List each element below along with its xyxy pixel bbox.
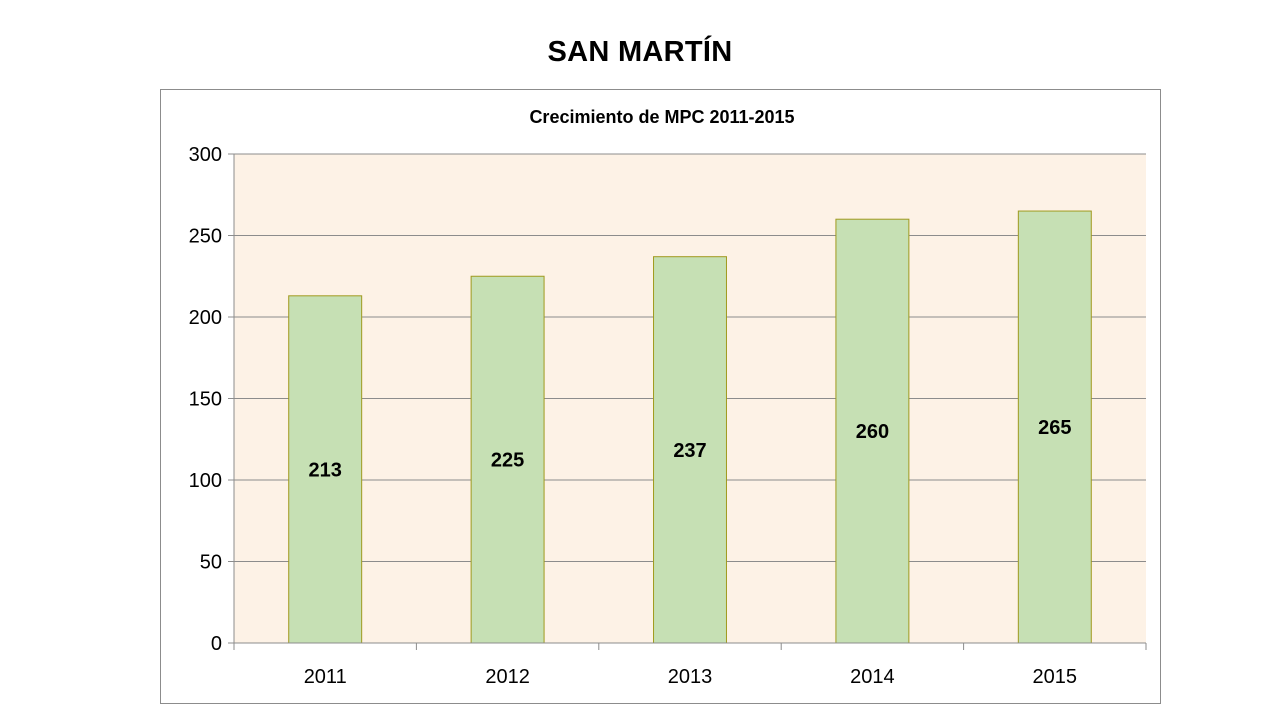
chart-title: Crecimiento de MPC 2011-2015 [529,107,794,127]
data-label: 265 [1038,417,1071,439]
y-tick-label: 200 [189,307,222,329]
data-label: 260 [856,421,889,443]
data-labels: 213 225 237 260 265 [309,417,1072,481]
x-tick-label: 2014 [850,666,895,688]
x-tick-label: 2015 [1033,666,1078,688]
x-tick-label: 2013 [668,666,713,688]
bar-2011 [288,295,363,644]
y-tick-label: 0 [211,633,222,655]
bar-2014 [835,218,910,644]
x-tick-label: 2011 [304,666,347,688]
y-tick-label: 50 [200,552,222,574]
bar-chart: Crecimiento de MPC 2011-2015 0 50 100 150 20… [189,107,1147,688]
chart-frame: Crecimiento de MPC 2011-2015 0 50 100 150 20… [160,89,1161,704]
y-tick-label: 150 [189,389,222,411]
bars [288,210,1092,644]
y-tick-label: 250 [189,226,222,248]
x-tick-label: 2012 [485,666,529,688]
y-tick-labels: 0 50 100 150 200 250 300 [189,144,222,655]
data-label: 213 [309,459,342,481]
data-label: 225 [491,450,524,472]
data-label: 237 [673,440,706,462]
y-tick-label: 300 [189,144,222,166]
y-tick-label: 100 [189,470,222,492]
slide-title: SAN MARTÍN [547,36,733,68]
axes [233,154,1147,650]
bar-2015 [1017,210,1092,644]
x-tick-labels: 2011 2012 2013 2014 2015 [304,666,1077,688]
